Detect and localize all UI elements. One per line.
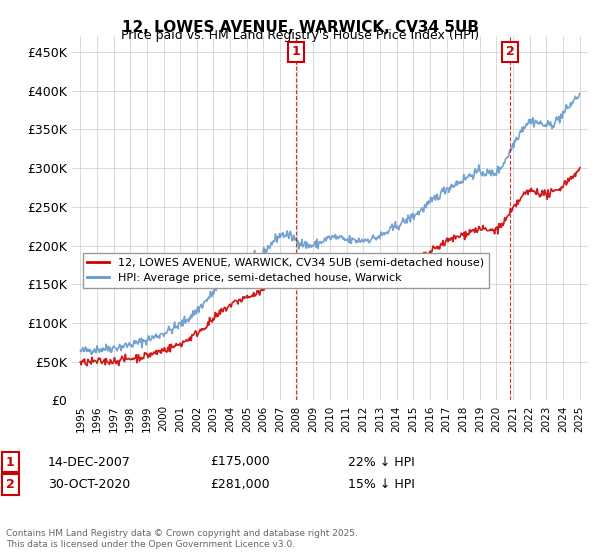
Text: 15% ↓ HPI: 15% ↓ HPI — [348, 478, 415, 491]
Text: 2: 2 — [6, 478, 15, 491]
Text: £281,000: £281,000 — [210, 478, 269, 491]
Text: 22% ↓ HPI: 22% ↓ HPI — [348, 455, 415, 469]
Text: £175,000: £175,000 — [210, 455, 270, 469]
Text: 1: 1 — [6, 455, 15, 469]
Text: 14-DEC-2007: 14-DEC-2007 — [48, 455, 131, 469]
Text: 1: 1 — [292, 45, 300, 58]
Legend: 12, LOWES AVENUE, WARWICK, CV34 5UB (semi-detached house), HPI: Average price, s: 12, LOWES AVENUE, WARWICK, CV34 5UB (sem… — [83, 253, 489, 287]
Text: Contains HM Land Registry data © Crown copyright and database right 2025.
This d: Contains HM Land Registry data © Crown c… — [6, 529, 358, 549]
Text: 2: 2 — [506, 45, 515, 58]
Text: Price paid vs. HM Land Registry's House Price Index (HPI): Price paid vs. HM Land Registry's House … — [121, 29, 479, 42]
Text: 30-OCT-2020: 30-OCT-2020 — [48, 478, 130, 491]
Text: 12, LOWES AVENUE, WARWICK, CV34 5UB: 12, LOWES AVENUE, WARWICK, CV34 5UB — [121, 20, 479, 35]
